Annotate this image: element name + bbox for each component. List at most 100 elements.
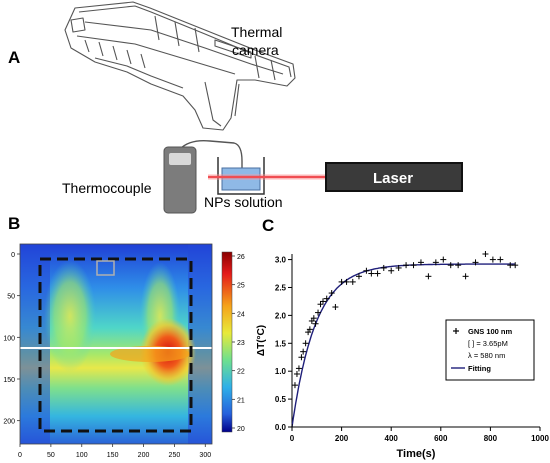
x-tick-label: 400: [385, 434, 399, 443]
data-point: [440, 256, 447, 263]
data-point: [447, 262, 454, 269]
panel-b-letter: B: [8, 214, 21, 233]
data-point: [425, 273, 432, 280]
thermocouple-wire: [179, 139, 243, 177]
y-tick-label: 100: [3, 335, 15, 342]
x-axis-ticks: 0 50 100 150 200 250 300: [18, 444, 211, 459]
thermocouple-label: Thermocouple: [62, 180, 152, 196]
data-point: [432, 259, 439, 266]
data-point: [355, 273, 362, 280]
y-tick-label: 0.0: [275, 423, 287, 432]
colorbar-tick-label: 21: [237, 397, 245, 404]
data-point: [482, 251, 489, 257]
data-point: [295, 365, 302, 372]
data-point: [323, 295, 330, 302]
data-point: [368, 270, 375, 277]
panel-c-letter: C: [262, 216, 275, 235]
data-point: [315, 309, 322, 316]
colorbar-tick-label: 25: [237, 283, 245, 290]
x-tick-label: 100: [76, 452, 88, 459]
colorbar-ticks: 26 25 24 23 22 21 20: [232, 254, 245, 433]
data-point: [293, 370, 300, 377]
x-tick-label: 0: [290, 434, 295, 443]
data-point: [320, 298, 326, 305]
roi-dashed-box: [38, 257, 193, 433]
legend-box: [445, 319, 535, 381]
data-point: [349, 278, 356, 285]
data-point: [455, 262, 462, 269]
y-tick-label: 2.0: [275, 311, 287, 320]
laser-label: Laser: [373, 170, 414, 187]
data-point: [512, 262, 519, 269]
cuvette-liquid: [221, 167, 261, 191]
colorbar-tick-label: 20: [237, 426, 245, 433]
legend: GNS 100 nm [ ] = 3.65pM λ = 580 nm Fitting: [445, 319, 535, 381]
temperature-chart: 0 200 400 600 800 1000 0.0 0.5 1.0 1.5 2.0 2.5 3.0 G…: [256, 251, 549, 460]
thermal-image-panel: 0 50 100 150 200 250 300 0 50 100 150 200 26 25 24 23…: [3, 243, 245, 459]
data-point: [363, 267, 370, 274]
data-point: [302, 340, 309, 347]
colorbar-tick-label: 24: [237, 311, 245, 318]
cuvette-glass: [217, 157, 265, 195]
legend-marker: [453, 328, 459, 334]
solution-label: NPs solution: [204, 194, 283, 210]
colorbar-tick-label: 23: [237, 340, 245, 347]
setup-diagram: [163, 139, 463, 214]
x-tick-label: 50: [47, 452, 55, 459]
camera-label-line2: camera: [232, 42, 279, 58]
data-point: [328, 290, 335, 297]
data-point: [395, 264, 402, 271]
y-tick-label: 50: [7, 294, 15, 301]
data-point: [291, 382, 298, 389]
y-tick-label: 150: [3, 377, 15, 384]
y-tick-label: 1.0: [275, 367, 287, 376]
y-axis-label: ΔT(°C): [256, 325, 267, 356]
data-point: [489, 256, 496, 263]
data-point: [332, 304, 339, 311]
data-point: [417, 259, 424, 266]
thermocouple-screen: [169, 153, 191, 165]
legend-series-label: GNS 100 nm: [468, 327, 513, 336]
x-tick-label: 200: [335, 434, 349, 443]
x-tick-label: 0: [18, 452, 22, 459]
x-tick-label: 800: [484, 434, 498, 443]
data-point: [298, 354, 305, 361]
data-point: [472, 259, 479, 266]
legend-wavelength: λ = 580 nm: [468, 351, 505, 360]
colorbar-tick-label: 26: [237, 254, 245, 261]
legend-concentration: [ ] = 3.65pM: [468, 339, 508, 348]
x-tick-label: 150: [107, 452, 119, 459]
data-point: [410, 262, 417, 269]
data-point: [310, 315, 317, 322]
y-tick-label: 200: [3, 419, 15, 426]
x-tick-label: 300: [199, 452, 211, 459]
thermal-heatmap: [20, 244, 212, 444]
x-tick-label: 250: [169, 452, 181, 459]
data-point: [312, 320, 319, 327]
y-axis-ticks: 0 50 100 150 200: [3, 252, 20, 426]
x-tick-label: 600: [434, 434, 448, 443]
colorbar-tick-label: 22: [237, 369, 245, 376]
roi-small-square: [96, 260, 115, 276]
camera-label-line1: Thermal: [231, 24, 283, 40]
y-tick-label: 2.5: [275, 283, 287, 292]
laser-body: [325, 162, 463, 192]
y-tick-label: 1.5: [275, 339, 287, 348]
y-tick-label: 0: [11, 252, 15, 259]
data-point: [403, 262, 410, 269]
x-tick-label: 1000: [531, 434, 549, 443]
data-point: [300, 348, 307, 355]
legend-fit-label: Fitting: [468, 364, 491, 373]
data-point: [289, 424, 295, 430]
data-point: [380, 264, 387, 271]
panel-a-letter: A: [8, 48, 21, 67]
x-tick-label: 200: [138, 452, 150, 459]
data-point: [343, 278, 350, 285]
data-point: [374, 270, 381, 277]
y-tick-label: 3.0: [275, 256, 287, 265]
data-point: [388, 267, 395, 274]
x-axis-label: Time(s): [397, 448, 436, 460]
data-point: [462, 273, 469, 280]
data-point: [497, 256, 504, 263]
data-point: [306, 326, 313, 333]
